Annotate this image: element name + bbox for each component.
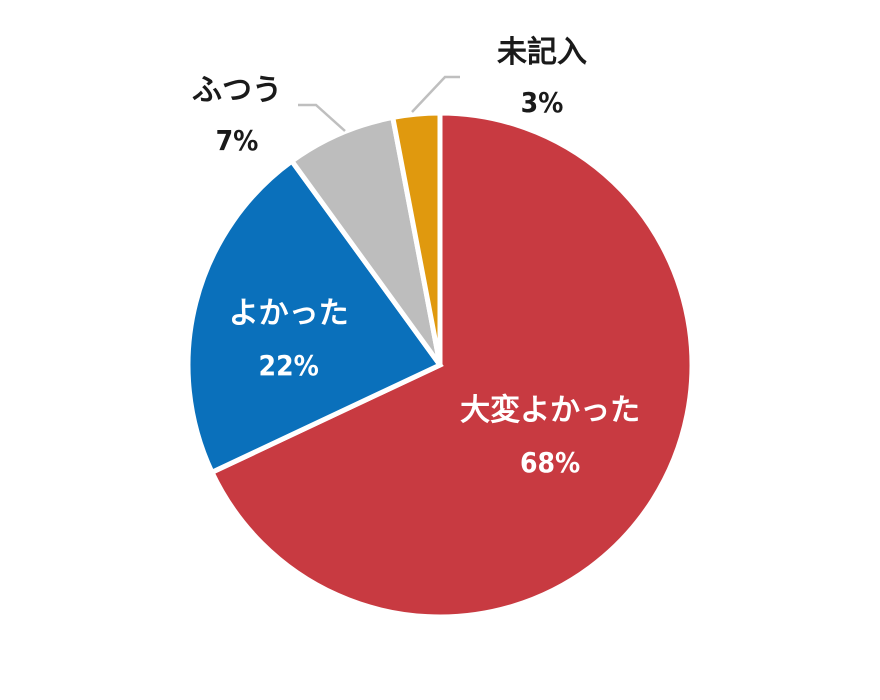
- pie-slice-2: [185, 157, 444, 476]
- slice-value-3: 7%: [216, 124, 259, 157]
- slice-labels: 大変よかった 68% よかった 22% ふつう 7% 未記入 3%: [192, 35, 640, 479]
- slice-value-4: 3%: [521, 86, 564, 119]
- pie-slice-1: [208, 110, 695, 620]
- leader-lines: [298, 75, 460, 132]
- leader-line-3: [298, 103, 346, 132]
- pie-slices: [185, 110, 695, 620]
- slice-value-2: 22%: [259, 349, 319, 382]
- slice-label-2: よかった: [229, 296, 349, 331]
- slice-label-3: ふつう: [192, 73, 282, 108]
- slice-label-4: 未記入: [497, 35, 587, 70]
- pie-slice-4: [389, 110, 443, 366]
- leader-line-4: [411, 75, 460, 113]
- slice-value-1: 68%: [520, 446, 580, 479]
- slice-label-1: 大変よかった: [460, 393, 640, 428]
